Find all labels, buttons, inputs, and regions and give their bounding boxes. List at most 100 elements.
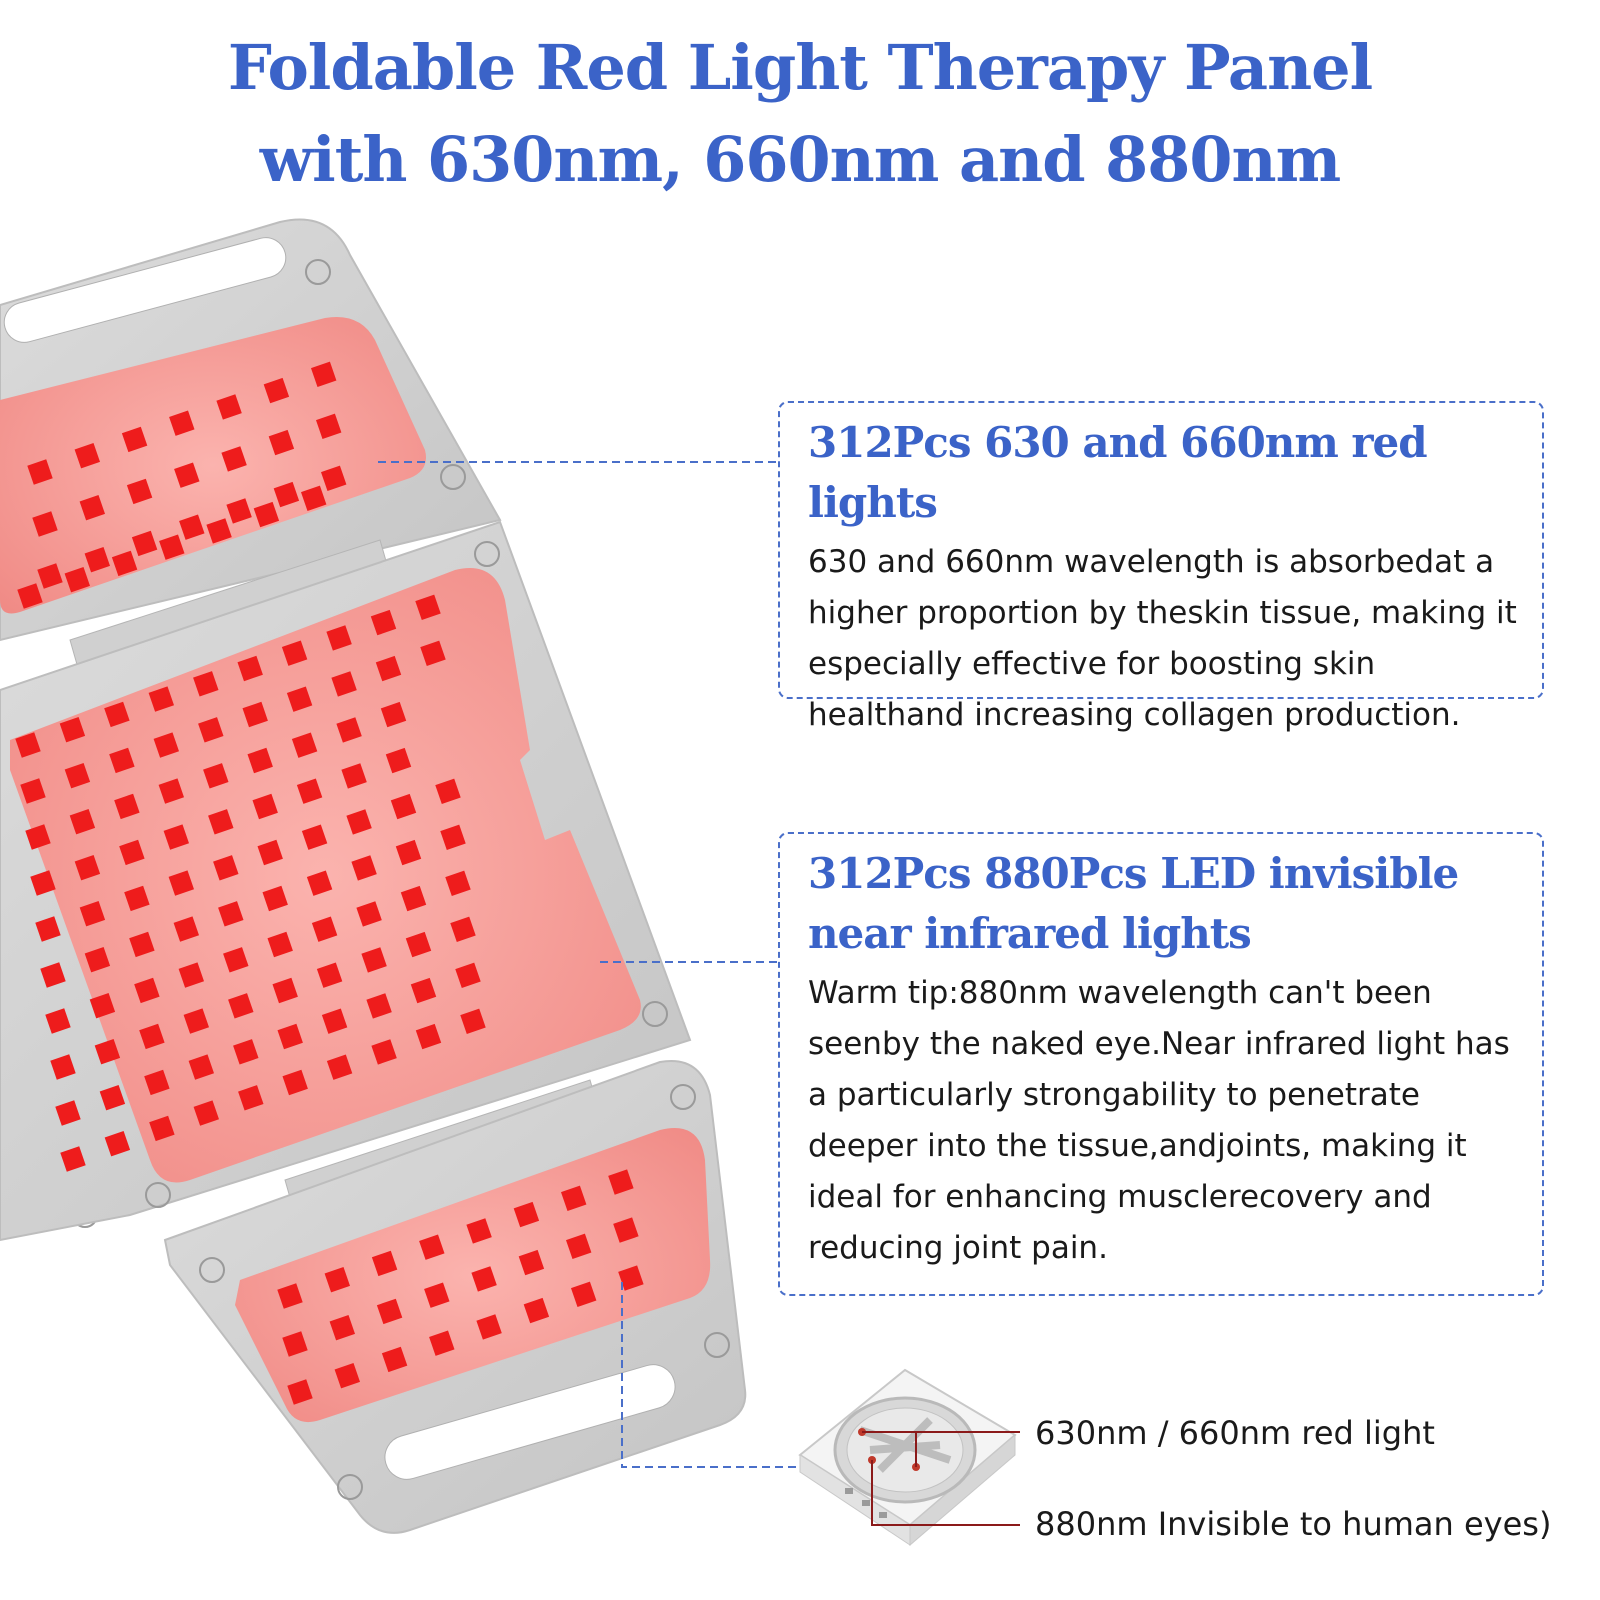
led: [221, 446, 247, 472]
led-chip-diagram: [798, 1368, 1020, 1547]
led: [613, 1217, 639, 1243]
led: [560, 1185, 587, 1212]
led: [296, 778, 323, 804]
led: [109, 747, 135, 774]
led: [25, 824, 51, 850]
led: [27, 459, 53, 485]
led: [37, 563, 63, 589]
led: [310, 361, 337, 388]
led: [513, 1201, 540, 1228]
infrared-heading: 312Pcs 880Pcs LED invisible near infrare…: [808, 849, 1459, 958]
led: [134, 977, 160, 1004]
callout-line-chip: [621, 1282, 815, 1468]
led: [420, 640, 446, 667]
led: [237, 655, 263, 682]
led: [440, 824, 466, 851]
led: [395, 839, 422, 866]
led: [183, 1008, 210, 1034]
led: [351, 855, 377, 881]
led: [206, 518, 232, 544]
led: [315, 413, 342, 440]
led: [193, 671, 219, 697]
led: [74, 854, 101, 881]
led: [381, 1346, 408, 1373]
led: [79, 494, 106, 521]
led: [415, 1023, 442, 1050]
led: [390, 793, 417, 820]
chip-label-red-light: 630nm / 660nm red light: [1035, 1414, 1435, 1452]
led: [84, 946, 111, 973]
led: [121, 426, 148, 453]
led: [198, 717, 224, 743]
led: [226, 498, 252, 524]
led: [419, 1234, 445, 1260]
led: [326, 1054, 353, 1080]
led: [149, 1115, 175, 1142]
led: [119, 839, 145, 866]
infrared-description: Warm tip:880nm wavelength can't been see…: [808, 975, 1510, 1266]
led: [17, 583, 43, 609]
led: [445, 870, 471, 897]
led: [405, 931, 432, 958]
led: [263, 377, 290, 404]
title-line-1: Foldable Red Light Therapy Panel: [227, 31, 1373, 104]
led: [326, 625, 352, 651]
led: [281, 640, 308, 666]
led: [415, 594, 441, 621]
led: [84, 546, 111, 573]
led: [208, 809, 234, 835]
led: [139, 1023, 165, 1050]
led: [111, 550, 138, 577]
led: [40, 962, 66, 988]
led: [370, 609, 397, 636]
led: [331, 671, 357, 697]
led: [178, 962, 205, 988]
led: [356, 901, 382, 927]
led: [126, 478, 153, 505]
led: [286, 686, 313, 712]
led: [45, 1008, 71, 1034]
led: [163, 824, 190, 850]
led: [158, 778, 185, 804]
led: [173, 916, 200, 942]
led: [424, 1282, 450, 1308]
led: [32, 511, 58, 537]
led: [476, 1314, 502, 1340]
led: [203, 763, 229, 789]
led: [282, 1069, 308, 1096]
led: [267, 931, 293, 958]
led: [410, 977, 437, 1004]
led: [55, 1100, 81, 1126]
led: [257, 839, 283, 866]
led: [277, 1283, 303, 1309]
led: [450, 916, 476, 943]
led: [64, 566, 91, 593]
led: [429, 1330, 455, 1356]
led: [361, 947, 387, 973]
led: [131, 530, 158, 557]
led: [385, 747, 412, 774]
led: [301, 824, 328, 850]
led: [311, 916, 338, 942]
led: [228, 993, 254, 1019]
led: [169, 410, 195, 436]
led: [268, 429, 295, 456]
led: [371, 1250, 398, 1277]
led: [124, 885, 150, 912]
top-panel: [0, 218, 502, 642]
title-line-2: with 630nm, 660nm and 880nm: [259, 123, 1341, 196]
led: [233, 1039, 259, 1065]
led: [223, 947, 249, 973]
led: [94, 1038, 121, 1065]
chip-label-infrared: 880nm Invisible to human eyes): [1035, 1505, 1552, 1543]
led: [460, 1008, 486, 1035]
led: [291, 732, 318, 758]
led: [35, 916, 61, 942]
led: [20, 778, 46, 804]
led: [277, 1023, 303, 1050]
led: [148, 686, 175, 712]
led: [253, 501, 280, 528]
led: [371, 1039, 397, 1065]
page-title: Foldable Red Light Therapy Panel with 63…: [0, 22, 1600, 206]
